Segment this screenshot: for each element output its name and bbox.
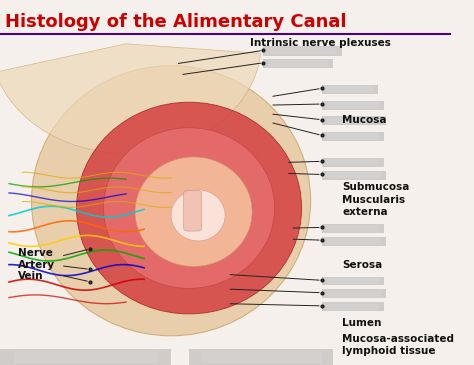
Text: Lumen: Lumen <box>342 318 382 328</box>
Bar <box>327 118 381 124</box>
Bar <box>322 289 386 298</box>
Text: Histology of the Alimentary Canal: Histology of the Alimentary Canal <box>4 13 346 31</box>
Bar <box>264 46 342 56</box>
Wedge shape <box>0 44 261 153</box>
Bar <box>322 101 384 110</box>
Bar <box>270 47 336 54</box>
Bar <box>322 158 384 167</box>
Text: Muscularis
externa: Muscularis externa <box>342 195 405 217</box>
Text: Mucosa: Mucosa <box>342 115 387 126</box>
Ellipse shape <box>135 157 252 266</box>
Bar <box>322 302 384 311</box>
FancyBboxPatch shape <box>183 191 201 231</box>
Bar <box>322 237 386 246</box>
Ellipse shape <box>103 128 274 288</box>
Bar <box>327 160 379 165</box>
Bar <box>327 238 381 244</box>
Bar <box>322 224 384 233</box>
Ellipse shape <box>76 102 301 314</box>
Ellipse shape <box>31 66 310 336</box>
Bar <box>327 134 379 139</box>
Ellipse shape <box>171 190 225 241</box>
Bar <box>322 132 384 141</box>
Text: Intrinsic nerve plexuses: Intrinsic nerve plexuses <box>250 38 391 48</box>
Bar <box>327 87 374 92</box>
Text: Serosa: Serosa <box>342 260 383 270</box>
Bar <box>201 351 321 362</box>
Bar <box>327 291 381 297</box>
Bar <box>327 304 379 310</box>
Bar <box>189 349 333 365</box>
Bar <box>327 172 381 178</box>
Bar <box>327 102 379 108</box>
Text: Submucosa: Submucosa <box>342 182 410 192</box>
Text: Mucosa-associated
lymphoid tissue: Mucosa-associated lymphoid tissue <box>342 334 454 356</box>
Bar <box>322 116 386 125</box>
Text: Nerve
Artery
Vein: Nerve Artery Vein <box>18 248 55 281</box>
Bar <box>269 61 328 66</box>
Bar <box>264 59 333 68</box>
Bar <box>327 226 379 231</box>
Bar <box>327 278 379 284</box>
Bar <box>0 349 171 365</box>
Bar <box>322 171 386 180</box>
Bar <box>322 85 378 94</box>
Bar <box>322 277 384 285</box>
Bar <box>14 351 157 362</box>
